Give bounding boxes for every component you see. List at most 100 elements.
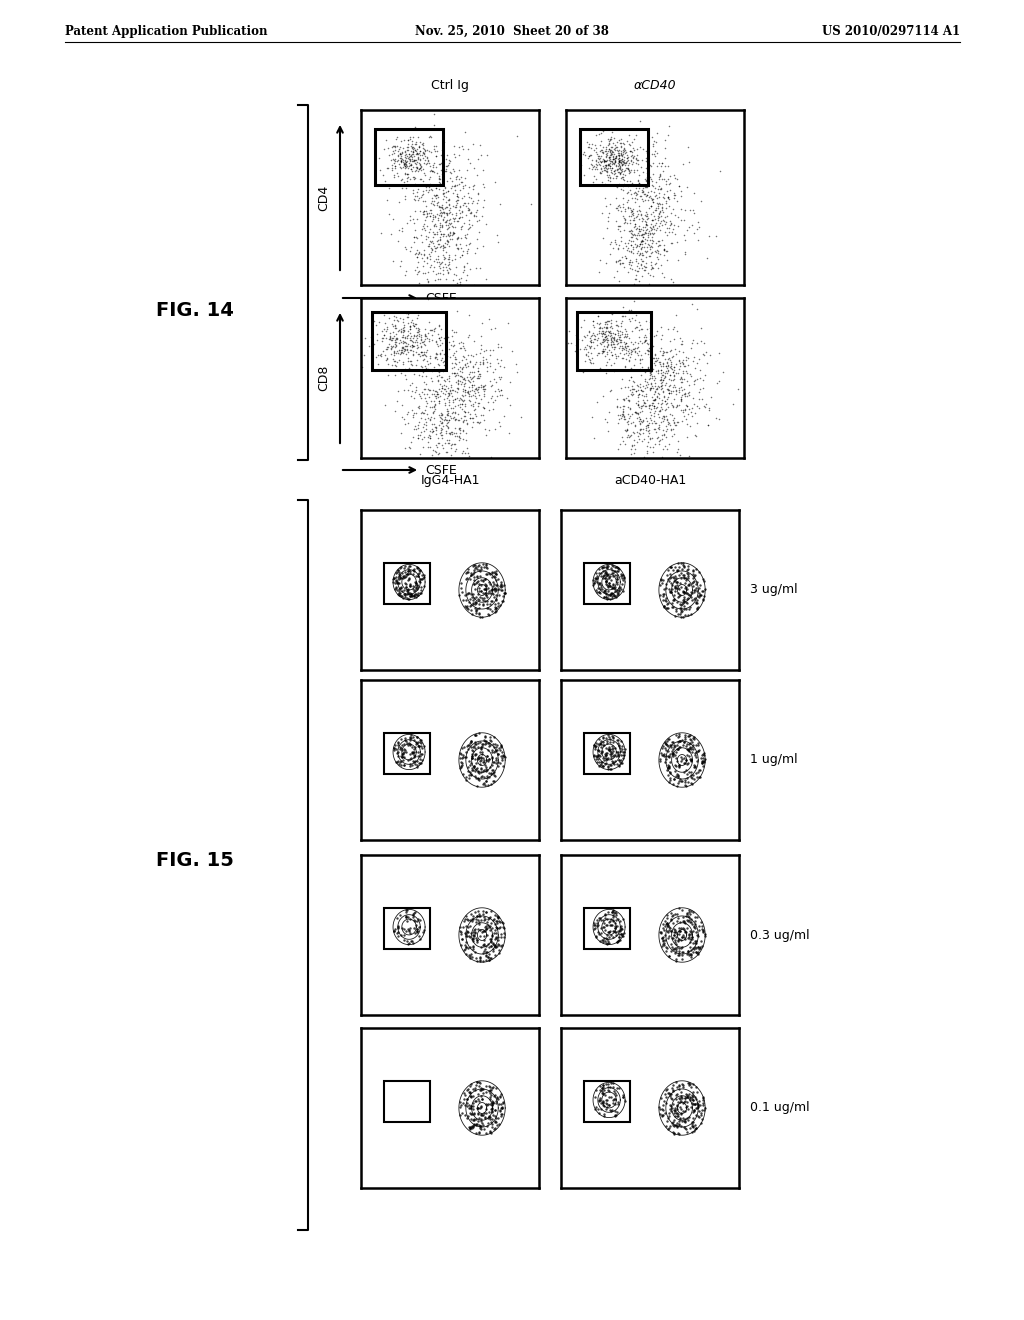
Point	[601, 149, 617, 170]
Point	[645, 405, 662, 426]
Point	[679, 395, 695, 416]
Point	[662, 751, 678, 772]
Point	[464, 214, 480, 235]
Point	[377, 395, 393, 416]
Point	[616, 174, 633, 195]
Point	[609, 251, 626, 272]
Point	[616, 433, 633, 454]
Point	[588, 746, 604, 767]
Point	[464, 375, 480, 396]
Point	[592, 746, 608, 767]
Point	[433, 375, 450, 396]
Point	[597, 568, 613, 589]
Point	[407, 149, 423, 170]
Point	[484, 763, 501, 784]
Point	[494, 927, 510, 948]
Point	[676, 589, 692, 610]
Point	[667, 921, 683, 942]
Point	[663, 582, 679, 603]
Point	[454, 359, 470, 380]
Point	[595, 1084, 611, 1105]
Point	[401, 149, 418, 170]
Point	[614, 144, 631, 165]
Point	[629, 236, 645, 257]
Point	[399, 581, 416, 602]
Point	[590, 913, 606, 935]
Point	[662, 758, 678, 779]
Point	[409, 921, 425, 942]
Point	[590, 739, 606, 760]
Point	[419, 350, 435, 371]
Point	[462, 1098, 478, 1119]
Point	[628, 147, 644, 168]
Point	[656, 425, 673, 446]
Point	[465, 396, 481, 417]
Point	[595, 341, 611, 362]
Point	[493, 735, 509, 756]
Point	[631, 215, 647, 236]
Point	[409, 919, 425, 940]
Point	[657, 1082, 674, 1104]
Point	[400, 321, 417, 342]
Point	[483, 1098, 500, 1119]
Point	[642, 216, 658, 238]
Point	[638, 416, 654, 437]
Point	[590, 145, 606, 166]
Point	[638, 185, 654, 206]
Point	[643, 195, 659, 216]
Point	[378, 338, 394, 359]
Point	[403, 149, 420, 170]
Point	[637, 301, 653, 322]
Point	[408, 342, 424, 363]
Point	[615, 166, 632, 187]
Point	[673, 1081, 689, 1102]
Bar	[584, 1081, 631, 1122]
Point	[660, 729, 677, 750]
Point	[460, 1106, 476, 1127]
Point	[361, 335, 378, 356]
Point	[675, 1092, 691, 1113]
Point	[622, 206, 638, 227]
Point	[384, 154, 400, 176]
Point	[609, 405, 626, 426]
Point	[606, 751, 623, 772]
Point	[419, 246, 435, 267]
Point	[421, 379, 437, 400]
Point	[419, 383, 435, 404]
Point	[666, 737, 682, 758]
Point	[656, 915, 673, 936]
Point	[476, 733, 493, 754]
Point	[673, 598, 689, 619]
Point	[419, 140, 435, 161]
Point	[397, 587, 414, 609]
Point	[484, 1092, 501, 1113]
Point	[477, 775, 494, 796]
Point	[615, 160, 632, 181]
Point	[466, 554, 482, 576]
Point	[481, 948, 498, 969]
Point	[600, 319, 616, 341]
Point	[421, 236, 437, 257]
Point	[451, 160, 467, 181]
Point	[606, 1101, 623, 1122]
Point	[656, 929, 673, 950]
Point	[449, 322, 465, 343]
Point	[475, 376, 492, 397]
Point	[668, 568, 684, 589]
Point	[600, 148, 616, 169]
Point	[456, 389, 472, 411]
Point	[676, 591, 692, 612]
Point	[603, 145, 620, 166]
Point	[681, 762, 697, 783]
Point	[613, 915, 630, 936]
Point	[613, 730, 630, 751]
Point	[396, 339, 413, 360]
Point	[658, 937, 675, 958]
Point	[413, 337, 429, 358]
Point	[597, 579, 613, 601]
Point	[600, 739, 616, 760]
Point	[410, 424, 426, 445]
Point	[609, 438, 626, 459]
Point	[488, 583, 505, 605]
Point	[615, 139, 632, 160]
